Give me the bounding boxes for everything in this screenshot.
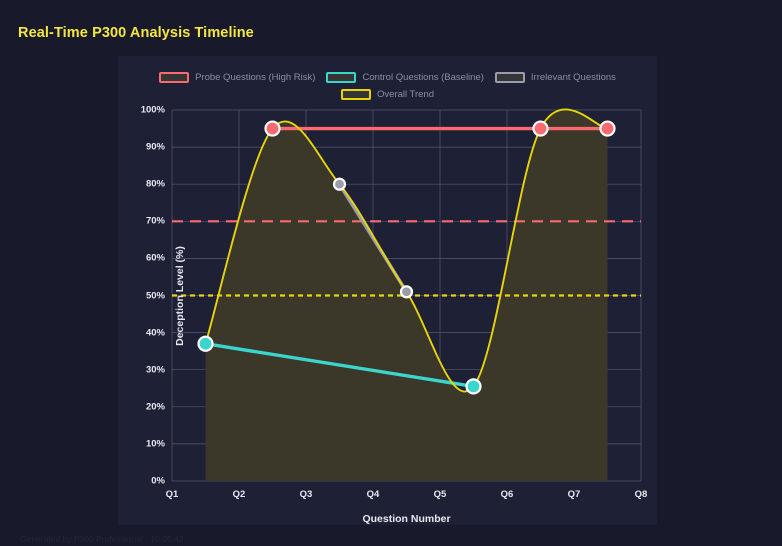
data-point-irrelevant-questions[interactable] — [399, 285, 414, 299]
legend-probe[interactable]: Probe Questions (High Risk) — [159, 72, 315, 83]
chart-legend-row-2: Overall Trend — [118, 89, 657, 100]
data-point-probe-questions-high-risk[interactable] — [599, 120, 616, 137]
legend-probe-swatch — [159, 72, 190, 83]
legend-trend-label: Overall Trend — [376, 89, 435, 100]
legend-trend[interactable]: Overall Trend — [340, 89, 435, 100]
series-line-control-questions-baseline — [203, 342, 476, 389]
y-axis-tick: 10% — [145, 438, 165, 450]
y-axis-tick: 70% — [145, 215, 165, 227]
x-axis-tick: Q5 — [433, 489, 447, 500]
page-title: Real-Time P300 Analysis Timeline — [18, 25, 254, 41]
chart-legend-row-1: Probe Questions (High Risk) Control Quest… — [118, 72, 657, 83]
y-axis-tick: 50% — [145, 290, 165, 301]
plot-area: Deception Level (%) Question Number 0% 10… — [141, 105, 648, 526]
legend-irrelevant-swatch — [494, 72, 525, 83]
y-axis-label: Deception Level (%) — [173, 245, 186, 346]
y-axis-tick: 20% — [145, 401, 165, 413]
data-point-probe-questions-high-risk[interactable] — [264, 120, 281, 137]
x-axis-tick: Q3 — [299, 489, 313, 500]
chart-canvas — [171, 108, 642, 482]
legend-control[interactable]: Control Questions (Baseline) — [326, 72, 484, 83]
x-axis-tick: Q2 — [232, 489, 246, 500]
x-axis-tick: Q7 — [567, 489, 581, 500]
y-axis-tick: 80% — [145, 178, 165, 190]
data-point-control-questions-baseline[interactable] — [197, 335, 214, 352]
legend-irrelevant[interactable]: Irrelevant Questions — [494, 72, 616, 83]
y-axis-tick: 30% — [145, 364, 165, 376]
y-axis-tick: 100% — [140, 104, 165, 116]
footer-text: Generated by P300 Professional - 10:05:4… — [20, 534, 184, 544]
x-axis-tick: Q8 — [634, 489, 648, 500]
x-axis-tick: Q6 — [500, 489, 514, 500]
y-axis-tick: 40% — [145, 327, 165, 339]
legend-trend-swatch — [340, 89, 371, 100]
data-point-irrelevant-questions[interactable] — [332, 177, 347, 191]
chart-panel: Probe Questions (High Risk) Control Quest… — [118, 56, 657, 525]
y-axis-tick: 60% — [145, 252, 165, 264]
y-axis-tick: 90% — [145, 141, 165, 153]
legend-probe-label: Probe Questions (High Risk) — [195, 72, 316, 83]
x-axis-label: Question Number — [362, 513, 451, 525]
legend-control-swatch — [326, 72, 357, 83]
y-axis-tick: 0% — [151, 475, 165, 487]
x-axis-tick: Q4 — [366, 489, 380, 500]
x-axis-tick: Q1 — [165, 489, 179, 500]
data-point-probe-questions-high-risk[interactable] — [532, 120, 549, 137]
legend-control-label: Control Questions (Baseline) — [362, 72, 484, 83]
legend-irrelevant-label: Irrelevant Questions — [530, 72, 616, 83]
data-point-control-questions-baseline[interactable] — [465, 378, 482, 395]
